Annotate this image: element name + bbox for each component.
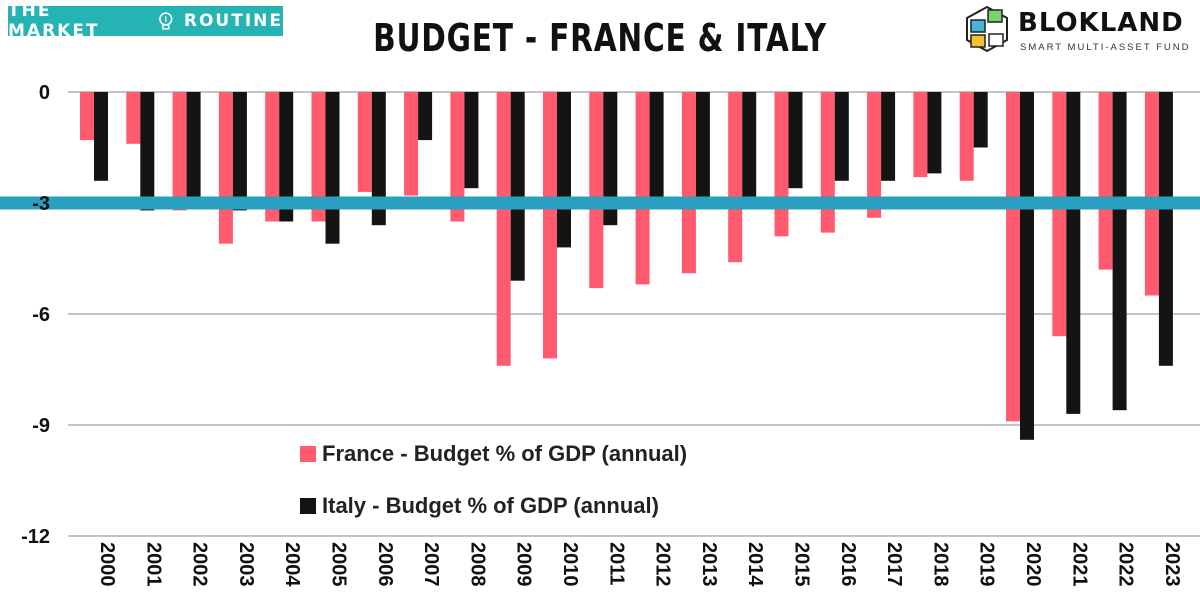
x-tick-label: 2010 <box>559 542 581 587</box>
x-tick-label: 2013 <box>698 542 720 587</box>
y-tick-label: -3 <box>32 193 50 215</box>
bar-france-2006 <box>357 92 372 192</box>
bar-france-2008 <box>450 92 465 222</box>
x-tick-label: 2008 <box>466 542 488 587</box>
legend-label-france: France - Budget % of GDP (annual) <box>322 441 688 466</box>
x-tick-label: 2003 <box>235 542 257 587</box>
bar-italy-2021 <box>1066 92 1081 414</box>
bar-italy-2020 <box>1020 92 1034 440</box>
bar-italy-2013 <box>695 92 710 200</box>
x-tick-label: 2005 <box>328 542 350 587</box>
bar-france-2021 <box>1052 92 1067 337</box>
chart-title: BUDGET - FRANCE & ITALY <box>373 16 827 60</box>
bar-italy-2000 <box>94 92 108 181</box>
bar-italy-2006 <box>371 92 386 226</box>
y-axis-ticks: 0 -3 -6 -9 -12 <box>21 82 50 548</box>
legend-swatch-france <box>300 446 316 462</box>
brand-left-text-1: THE MARKET <box>8 1 100 41</box>
bar-italy-2022 <box>1112 92 1127 411</box>
bar-france-2000 <box>80 92 94 141</box>
y-tick-label: 0 <box>39 82 50 104</box>
legend-item-france: France - Budget % of GDP (annual) <box>300 441 687 467</box>
brand-logo-left: THE MARKET ROUTINE <box>8 1 283 41</box>
x-tick-label: 2018 <box>929 542 951 587</box>
bar-italy-2008 <box>464 92 479 189</box>
bar-italy-2011 <box>603 92 618 226</box>
x-tick-label: 2023 <box>1161 542 1183 587</box>
bar-italy-2018 <box>927 92 942 174</box>
bar-france-2018 <box>913 92 928 178</box>
bar-italy-2010 <box>557 92 571 248</box>
bar-italy-2007 <box>418 92 433 141</box>
bar-italy-2004 <box>279 92 294 222</box>
x-tick-label: 2009 <box>513 542 535 587</box>
x-tick-label: 2022 <box>1115 542 1137 587</box>
bar-france-2003 <box>218 92 233 244</box>
x-tick-label: 2012 <box>652 542 674 587</box>
bar-italy-2002 <box>186 92 201 203</box>
x-tick-label: 2020 <box>1022 542 1044 587</box>
bar-france-2017 <box>867 92 882 218</box>
brand-right-name: BLOKLAND <box>1018 8 1184 38</box>
bar-italy-2019 <box>973 92 988 148</box>
bar-italy-2005 <box>325 92 340 244</box>
x-tick-label: 2021 <box>1068 542 1090 587</box>
x-tick-label: 2007 <box>420 542 442 587</box>
bar-france-2014 <box>728 92 743 263</box>
bar-france-2015 <box>774 92 789 237</box>
bar-italy-2009 <box>510 92 525 281</box>
bar-france-2011 <box>589 92 604 289</box>
bar-france-2020 <box>1006 92 1020 422</box>
y-tick-label: -12 <box>21 526 50 548</box>
x-tick-label: 2016 <box>837 542 859 587</box>
x-tick-label: 2004 <box>281 542 303 587</box>
bar-france-2010 <box>543 92 557 359</box>
bar-france-2007 <box>404 92 419 196</box>
bar-france-2022 <box>1098 92 1113 270</box>
x-tick-label: 2002 <box>189 542 211 587</box>
bar-italy-2012 <box>649 92 664 200</box>
bar-france-2013 <box>681 92 696 274</box>
x-tick-label: 2006 <box>374 542 396 587</box>
y-tick-label: -9 <box>32 415 50 437</box>
bar-italy-2001 <box>140 92 155 211</box>
bar-italy-2014 <box>742 92 757 203</box>
bar-france-2005 <box>311 92 326 222</box>
lightbulb-head-icon <box>159 12 173 30</box>
brand-left-text-2: ROUTINE <box>183 11 283 31</box>
x-tick-label: 2019 <box>976 542 998 587</box>
legend-swatch-italy <box>300 498 316 514</box>
bar-france-2002 <box>172 92 187 211</box>
x-tick-label: 2014 <box>744 542 766 587</box>
bar-italy-2017 <box>881 92 896 181</box>
bar-france-2004 <box>265 92 280 222</box>
bar-italy-2023 <box>1158 92 1173 366</box>
bar-france-2019 <box>959 92 974 181</box>
brand-right-subtitle: SMART MULTI-ASSET FUND <box>1020 42 1191 53</box>
legend-label-italy: Italy - Budget % of GDP (annual) <box>322 493 659 518</box>
bar-france-2016 <box>820 92 835 233</box>
bars <box>80 92 1173 440</box>
x-axis-ticks: 2000 2001 2002 2003 2004 2005 2006 2007 2008 2009… <box>96 542 1183 587</box>
bar-france-2012 <box>635 92 650 285</box>
bar-italy-2015 <box>788 92 803 189</box>
legend-item-italy: Italy - Budget % of GDP (annual) <box>300 493 659 519</box>
bar-france-2023 <box>1144 92 1159 296</box>
brand-logo-right: BLOKLAND SMART MULTI-ASSET FUND <box>962 4 1194 54</box>
bar-france-2001 <box>126 92 141 144</box>
bar-italy-2003 <box>232 92 247 211</box>
x-tick-label: 2011 <box>605 542 627 585</box>
x-tick-label: 2001 <box>142 542 164 587</box>
x-tick-label: 2015 <box>791 542 813 587</box>
bar-france-2009 <box>496 92 511 366</box>
y-tick-label: -6 <box>32 304 50 326</box>
bar-italy-2016 <box>834 92 849 181</box>
x-tick-label: 2017 <box>883 542 905 587</box>
x-tick-label: 2000 <box>96 542 118 587</box>
cube-logo-icon <box>966 5 1008 53</box>
